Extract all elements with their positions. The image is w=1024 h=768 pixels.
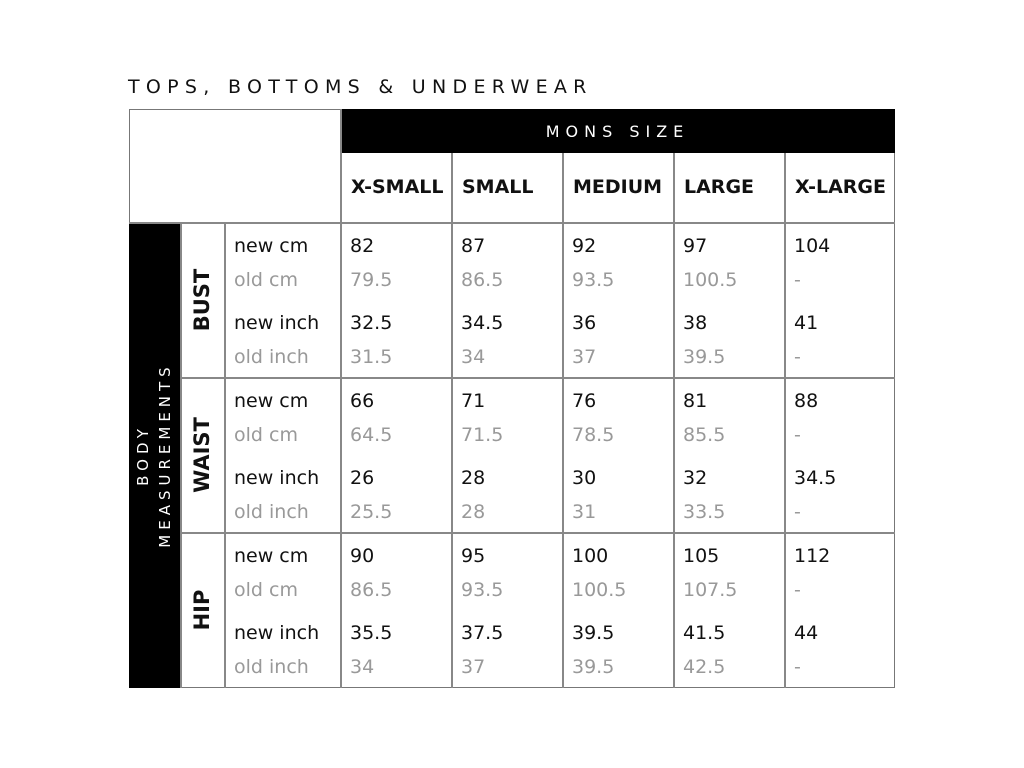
table-cell: 100.5: [683, 269, 738, 291]
size-header-large: LARGE: [684, 176, 755, 198]
page-title: TOPS, BOTTOMS & UNDERWEAR: [128, 76, 593, 98]
side-label-line-2: MEASUREMENTS: [156, 362, 174, 548]
table-cell: -: [794, 579, 801, 601]
table-cell: 34: [461, 346, 486, 368]
table-cell: 39.5: [572, 656, 615, 678]
row-label: old inch: [234, 656, 309, 678]
column-divider: [340, 109, 342, 688]
row-label: old inch: [234, 501, 309, 523]
table-cell: 32.5: [350, 312, 393, 334]
table-cell: 97: [683, 235, 708, 257]
side-label-line-1: BODY: [134, 424, 152, 486]
table-cell: 105: [683, 545, 720, 567]
table-cell: 39.5: [683, 346, 726, 368]
row-label: old cm: [234, 424, 298, 446]
table-cell: 36: [572, 312, 597, 334]
body-measurements-label: BODY MEASUREMENTS: [132, 362, 176, 547]
column-divider: [673, 153, 675, 688]
row-label: old cm: [234, 269, 298, 291]
table-cell: 25.5: [350, 501, 393, 523]
table-cell: 42.5: [683, 656, 726, 678]
table-cell: 100: [572, 545, 609, 567]
size-header-x-large: X-LARGE: [795, 176, 887, 198]
table-cell: 100.5: [572, 579, 627, 601]
table-cell: 37: [572, 346, 597, 368]
table-cell: 34.5: [794, 467, 837, 489]
table-cell: 31.5: [350, 346, 393, 368]
table-cell: 26: [350, 467, 375, 489]
table-cell: 34.5: [461, 312, 504, 334]
table-cell: -: [794, 346, 801, 368]
table-cell: -: [794, 656, 801, 678]
table-cell: -: [794, 424, 801, 446]
row-label: new cm: [234, 235, 309, 257]
size-header-x-small: X-SMALL: [351, 176, 444, 198]
group-label-waist: WAIST: [190, 417, 214, 493]
group-label-hip: HIP: [190, 589, 214, 631]
table-cell: 37: [461, 656, 486, 678]
table-cell: 76: [572, 390, 597, 412]
table-cell: 86.5: [461, 269, 504, 291]
table-cell: -: [794, 269, 801, 291]
table-cell: 79.5: [350, 269, 393, 291]
table-cell: 92: [572, 235, 597, 257]
table-cell: 90: [350, 545, 375, 567]
table-cell: 95: [461, 545, 486, 567]
table-cell: 88: [794, 390, 819, 412]
table-cell: 37.5: [461, 622, 504, 644]
row-label: new inch: [234, 312, 320, 334]
table-cell: 28: [461, 467, 486, 489]
table-cell: 66: [350, 390, 375, 412]
table-cell: 87: [461, 235, 486, 257]
column-divider: [562, 153, 564, 688]
table-cell: 30: [572, 467, 597, 489]
column-divider: [784, 153, 786, 688]
table-cell: 44: [794, 622, 819, 644]
table-cell: 112: [794, 545, 831, 567]
row-label: new inch: [234, 467, 320, 489]
row-divider: [129, 222, 895, 224]
table-cell: 93.5: [572, 269, 615, 291]
table-cell: 85.5: [683, 424, 726, 446]
column-divider: [180, 222, 182, 688]
mons-size-header: MONS SIZE: [340, 109, 895, 153]
table-cell: 71.5: [461, 424, 504, 446]
table-cell: 35.5: [350, 622, 393, 644]
row-divider: [180, 532, 895, 534]
table-cell: 64.5: [350, 424, 393, 446]
table-cell: 33.5: [683, 501, 726, 523]
table-cell: 31: [572, 501, 597, 523]
column-divider: [451, 153, 453, 688]
group-label-bust: BUST: [190, 268, 214, 332]
table-cell: 78.5: [572, 424, 615, 446]
table-cell: 32: [683, 467, 708, 489]
table-cell: 41.5: [683, 622, 726, 644]
table-cell: 71: [461, 390, 486, 412]
row-label: old inch: [234, 346, 309, 368]
body-measurements-bar: [129, 222, 180, 688]
row-divider: [180, 377, 895, 379]
row-label: new inch: [234, 622, 320, 644]
table-cell: 41: [794, 312, 819, 334]
table-cell: 86.5: [350, 579, 393, 601]
table-cell: 104: [794, 235, 831, 257]
row-label: new cm: [234, 390, 309, 412]
table-cell: 34: [350, 656, 375, 678]
row-label: new cm: [234, 545, 309, 567]
row-label: old cm: [234, 579, 298, 601]
table-cell: 93.5: [461, 579, 504, 601]
table-cell: 107.5: [683, 579, 738, 601]
table-cell: -: [794, 501, 801, 523]
table-cell: 38: [683, 312, 708, 334]
table-cell: 81: [683, 390, 708, 412]
table-cell: 39.5: [572, 622, 615, 644]
table-cell: 28: [461, 501, 486, 523]
size-header-medium: MEDIUM: [573, 176, 663, 198]
table-cell: 82: [350, 235, 375, 257]
column-divider: [224, 222, 226, 688]
size-header-small: SMALL: [462, 176, 534, 198]
